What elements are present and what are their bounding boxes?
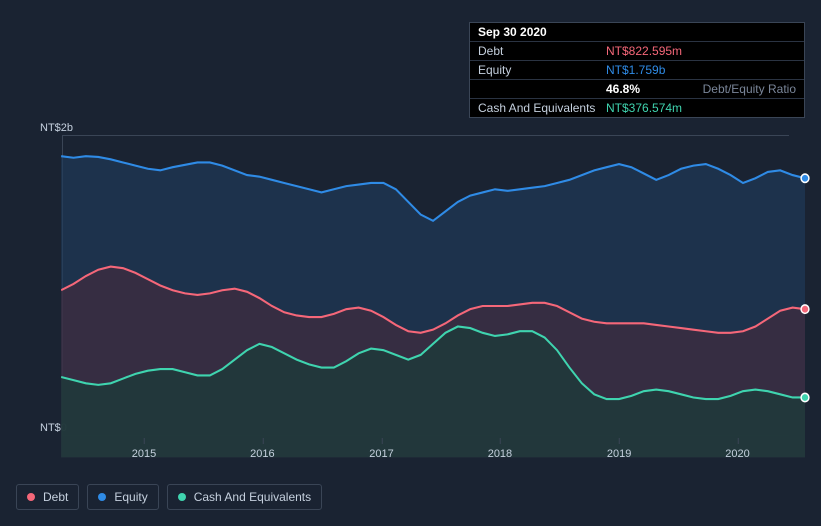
tooltip-date: Sep 30 2020 bbox=[478, 25, 547, 39]
tooltip-row-secondary: Debt/Equity Ratio bbox=[703, 82, 796, 96]
legend-label: Debt bbox=[43, 490, 68, 504]
legend-label: Cash And Equivalents bbox=[194, 490, 311, 504]
tooltip-row-value: NT$376.574m bbox=[606, 101, 796, 115]
chart-container: Sep 30 2020 DebtNT$822.595mEquityNT$1.75… bbox=[16, 0, 805, 510]
x-axis-tick: 2020 bbox=[725, 448, 749, 460]
series-end-marker bbox=[801, 305, 809, 313]
legend-dot-icon bbox=[27, 493, 35, 501]
tooltip-row: EquityNT$1.759b bbox=[470, 61, 804, 80]
x-axis: 2015 2016 2017 2018 2019 2020 bbox=[62, 438, 789, 468]
tooltip-row-label: Equity bbox=[478, 63, 606, 77]
tooltip-row-label: Debt bbox=[478, 44, 606, 58]
x-axis-tick: 2016 bbox=[250, 448, 274, 460]
tooltip-panel: Sep 30 2020 DebtNT$822.595mEquityNT$1.75… bbox=[469, 22, 805, 118]
legend-item[interactable]: Cash And Equivalents bbox=[167, 484, 322, 510]
x-axis-tick: 2019 bbox=[607, 448, 631, 460]
legend-dot-icon bbox=[98, 493, 106, 501]
tooltip-header-row: Sep 30 2020 bbox=[470, 23, 804, 42]
legend: Debt Equity Cash And Equivalents bbox=[16, 484, 322, 510]
legend-item[interactable]: Equity bbox=[87, 484, 158, 510]
tooltip-row-value: 46.8% bbox=[606, 82, 699, 96]
tooltip-row: Cash And EquivalentsNT$376.574m bbox=[470, 99, 804, 117]
series-end-marker bbox=[801, 174, 809, 182]
tooltip-row-label: Cash And Equivalents bbox=[478, 101, 606, 115]
x-axis-tick: 2018 bbox=[488, 448, 512, 460]
legend-item[interactable]: Debt bbox=[16, 484, 79, 510]
tooltip-row-value: NT$1.759b bbox=[606, 63, 796, 77]
tooltip-row: DebtNT$822.595m bbox=[470, 42, 804, 61]
legend-label: Equity bbox=[114, 490, 147, 504]
x-axis-tick: 2017 bbox=[369, 448, 393, 460]
legend-dot-icon bbox=[178, 493, 186, 501]
series-end-marker bbox=[801, 393, 809, 401]
x-axis-tick: 2015 bbox=[132, 448, 156, 460]
tooltip-row: 46.8% Debt/Equity Ratio bbox=[470, 80, 804, 99]
tooltip-row-value: NT$822.595m bbox=[606, 44, 796, 58]
